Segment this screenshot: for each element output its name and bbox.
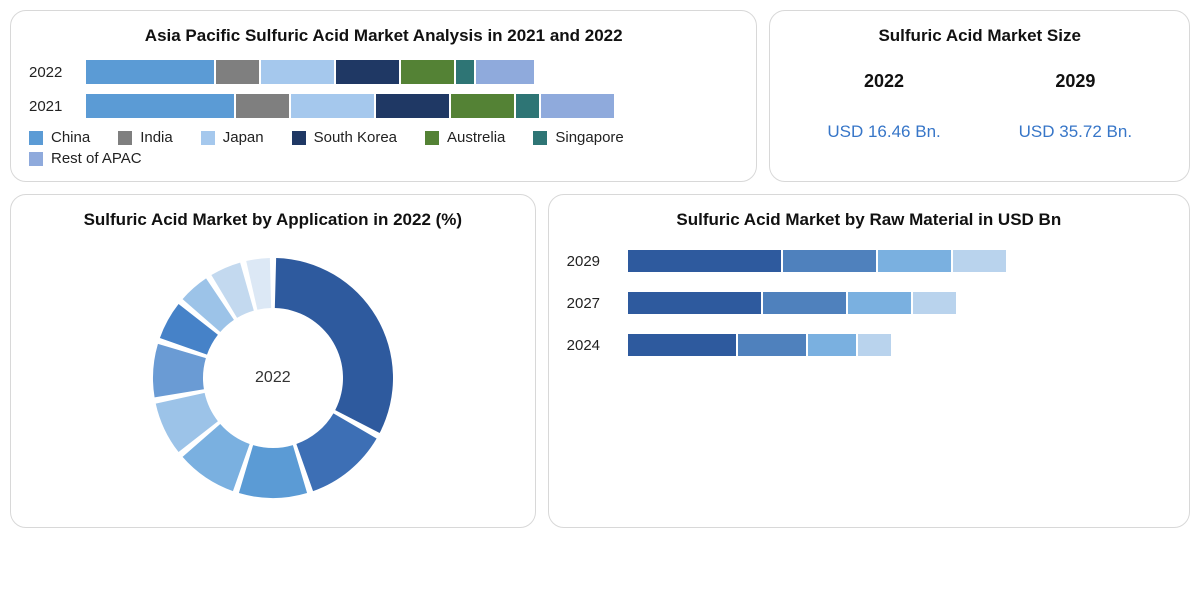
ap-chart-row: 2022 (29, 59, 738, 85)
legend-swatch (29, 131, 43, 145)
legend-label: Japan (223, 129, 264, 146)
application-donut-card: Sulfuric Acid Market by Application in 2… (10, 194, 536, 528)
market-size-year: 2022 (827, 71, 940, 92)
legend-label: China (51, 129, 90, 146)
rm-chart-row: 2027 (567, 291, 1171, 315)
market-size-year: 2029 (1019, 71, 1132, 92)
bar-segment (85, 93, 235, 119)
rm-row-bar (627, 333, 892, 357)
legend-swatch (533, 131, 547, 145)
bar-segment (260, 59, 335, 85)
donut-title: Sulfuric Acid Market by Application in 2… (29, 209, 517, 231)
rm-row-bar (627, 249, 1007, 273)
market-size-card: Sulfuric Acid Market Size 2022 USD 16.46… (769, 10, 1190, 182)
bar-segment (375, 93, 450, 119)
rm-row-label: 2029 (567, 253, 627, 270)
bar-segment (455, 59, 475, 85)
legend-label: South Korea (314, 129, 397, 146)
legend-swatch (201, 131, 215, 145)
donut-slice (153, 344, 206, 397)
bar-segment (235, 93, 290, 119)
bar-segment (627, 333, 737, 357)
donut-wrap: 2022 (29, 243, 517, 513)
bar-segment (335, 59, 400, 85)
legend-item: Japan (201, 129, 264, 146)
ap-row-bar (85, 93, 615, 119)
ap-row-label: 2021 (29, 98, 85, 115)
legend-label: India (140, 129, 173, 146)
legend-item: South Korea (292, 129, 397, 146)
legend-swatch (292, 131, 306, 145)
rm-chart-row: 2029 (567, 249, 1171, 273)
bar-segment (857, 333, 892, 357)
bar-segment (475, 59, 535, 85)
market-size-col-2022: 2022 USD 16.46 Bn. (827, 71, 940, 142)
legend-swatch (29, 152, 43, 166)
bar-segment (627, 249, 782, 273)
bar-segment (515, 93, 540, 119)
bar-segment (85, 59, 215, 85)
bar-segment (952, 249, 1007, 273)
ap-chart-legend: China India Japan South Korea Austrelia Singa… (29, 129, 738, 167)
ap-chart-body: 2022 2021 (29, 59, 738, 119)
legend-item: Austrelia (425, 129, 505, 146)
bar-segment (215, 59, 260, 85)
bar-segment (912, 291, 957, 315)
bar-segment (540, 93, 615, 119)
ap-chart-title: Asia Pacific Sulfuric Acid Market Analys… (29, 25, 738, 47)
donut-slice (239, 445, 307, 498)
market-size-grid: 2022 USD 16.46 Bn. 2029 USD 35.72 Bn. (788, 71, 1171, 142)
market-size-value: USD 16.46 Bn. (827, 122, 940, 142)
raw-material-body: 2029 2027 2024 (567, 249, 1171, 357)
rm-row-label: 2024 (567, 337, 627, 354)
market-size-title: Sulfuric Acid Market Size (788, 25, 1171, 47)
bar-segment (807, 333, 857, 357)
ap-row-bar (85, 59, 535, 85)
bar-segment (877, 249, 952, 273)
legend-swatch (118, 131, 132, 145)
bar-segment (400, 59, 455, 85)
legend-label: Singapore (555, 129, 623, 146)
asia-pacific-chart-card: Asia Pacific Sulfuric Acid Market Analys… (10, 10, 757, 182)
legend-item: Rest of APAC (29, 150, 142, 167)
legend-swatch (425, 131, 439, 145)
ap-chart-row: 2021 (29, 93, 738, 119)
donut-center-label: 2022 (255, 369, 291, 387)
rm-row-bar (627, 291, 957, 315)
legend-item: China (29, 129, 90, 146)
market-size-value: USD 35.72 Bn. (1019, 122, 1132, 142)
market-size-col-2029: 2029 USD 35.72 Bn. (1019, 71, 1132, 142)
raw-material-chart-card: Sulfuric Acid Market by Raw Material in … (548, 194, 1190, 528)
legend-label: Austrelia (447, 129, 505, 146)
bar-segment (782, 249, 877, 273)
bar-segment (847, 291, 912, 315)
bar-segment (762, 291, 847, 315)
ap-row-label: 2022 (29, 64, 85, 81)
bar-segment (450, 93, 515, 119)
rm-row-label: 2027 (567, 295, 627, 312)
legend-label: Rest of APAC (51, 150, 142, 167)
bar-segment (290, 93, 375, 119)
legend-item: Singapore (533, 129, 623, 146)
rm-chart-row: 2024 (567, 333, 1171, 357)
raw-material-title: Sulfuric Acid Market by Raw Material in … (567, 209, 1171, 231)
donut-slice (275, 258, 393, 433)
bar-segment (627, 291, 762, 315)
bar-segment (737, 333, 807, 357)
legend-item: India (118, 129, 173, 146)
